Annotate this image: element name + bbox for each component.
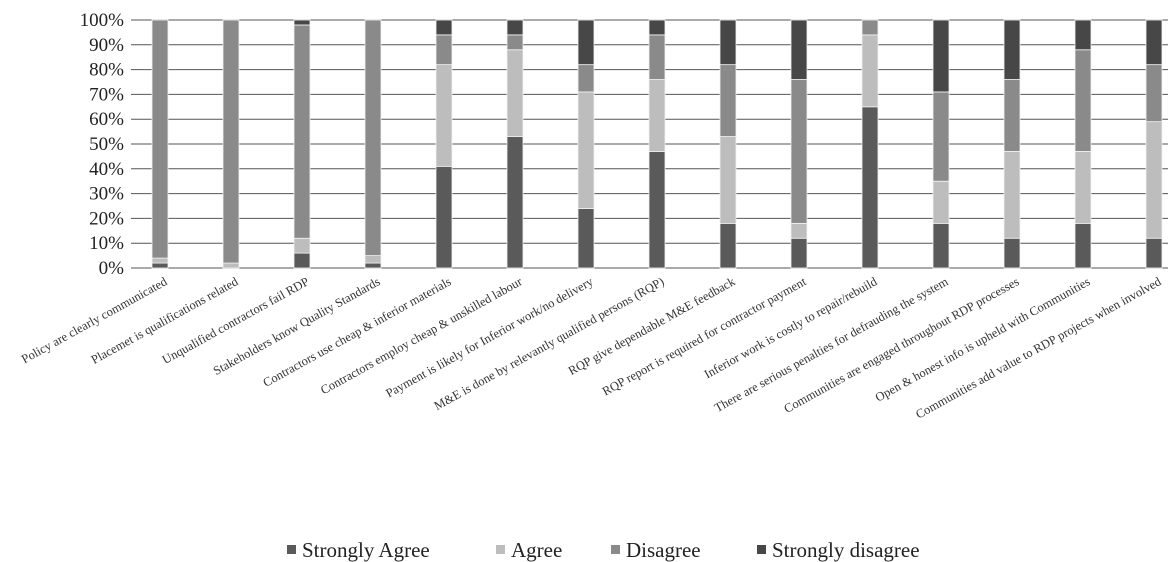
bar-stack [1074, 19, 1092, 269]
legend-label: Strongly disagree [772, 538, 920, 562]
bar-stack [648, 19, 666, 269]
bar-stack [1003, 19, 1021, 269]
bar-segment [1074, 19, 1092, 51]
bar-segment [790, 222, 808, 239]
bar-segment [435, 19, 453, 36]
bar-segment [293, 252, 311, 269]
bar-segment [222, 19, 240, 264]
y-tick-label: 90% [89, 35, 124, 56]
bar-segment [435, 64, 453, 167]
legend-label: Agree [511, 538, 562, 562]
bar-stack [364, 19, 382, 269]
bar-segment [719, 64, 737, 137]
bar-segment [293, 24, 311, 239]
bar-segment [577, 19, 595, 66]
y-tick-label: 40% [89, 159, 124, 180]
bar-segment [1003, 19, 1021, 80]
bar-segment [719, 19, 737, 66]
bar-segment [1003, 237, 1021, 269]
bar-segment [364, 262, 382, 269]
bar-stack [222, 19, 240, 269]
bar-segment [577, 91, 595, 209]
x-tick-label: Communities add value to RDP projects wh… [913, 274, 1164, 422]
bar-stack [506, 19, 524, 269]
bar-stack [861, 19, 879, 269]
bar-stack [719, 19, 737, 269]
legend-swatch [496, 545, 505, 554]
bar-segment [648, 79, 666, 152]
y-tick-label: 70% [89, 84, 124, 105]
y-tick-label: 100% [80, 10, 125, 31]
bar-segment [577, 64, 595, 93]
y-tick-label: 20% [89, 208, 124, 229]
bar-segment [1074, 49, 1092, 152]
x-axis-category-labels: Policy are clearly communicatedPlacemet … [19, 274, 1164, 422]
legend-label: Strongly Agree [302, 538, 430, 562]
y-tick-label: 0% [99, 258, 125, 279]
y-tick-label: 50% [89, 134, 124, 155]
bar-stack [1145, 19, 1163, 269]
bar-segment [1074, 222, 1092, 269]
bar-segment [364, 19, 382, 257]
legend-label: Disagree [626, 538, 701, 562]
bar-segment [1003, 79, 1021, 152]
bar-segment [648, 19, 666, 36]
legend-swatch [611, 545, 620, 554]
bar-segment [506, 136, 524, 269]
bar-segment [1145, 64, 1163, 123]
bar-stacks [151, 19, 1163, 269]
bar-segment [506, 49, 524, 137]
bar-segment [435, 34, 453, 66]
bar-segment [719, 222, 737, 269]
bar-stack [151, 19, 169, 269]
bar-segment [1145, 121, 1163, 239]
bar-segment [364, 255, 382, 264]
bar-segment [790, 237, 808, 269]
bar-segment [1145, 19, 1163, 66]
bar-segment [790, 79, 808, 224]
bar-segment [506, 34, 524, 51]
y-tick-label: 80% [89, 60, 124, 81]
bar-segment [719, 136, 737, 224]
bar-segment [435, 165, 453, 269]
bar-segment [222, 262, 240, 269]
bar-stack [293, 19, 311, 269]
bar-segment [1145, 237, 1163, 269]
bar-segment [790, 19, 808, 80]
bar-segment [293, 19, 311, 26]
bar-segment [648, 34, 666, 80]
bar-segment [932, 19, 950, 93]
y-axis-tick-labels: 0% 10% 20% 30% 40% 50% 60% 70% 80% 90% 100% [80, 10, 125, 279]
bar-segment [932, 91, 950, 182]
bar-segment [506, 19, 524, 36]
bar-segment [861, 34, 879, 108]
bar-stack [435, 19, 453, 269]
y-tick-label: 60% [89, 109, 124, 130]
bar-segment [151, 262, 169, 269]
legend: Strongly Agree Agree Disagree Strongly disa… [287, 538, 920, 562]
bar-segment [577, 208, 595, 269]
y-tick-label: 10% [89, 233, 124, 254]
bar-stack [790, 19, 808, 269]
bar-stack [577, 19, 595, 269]
bar-stack [932, 19, 950, 269]
legend-swatch [287, 545, 296, 554]
bar-segment [932, 222, 950, 269]
bar-segment [861, 19, 879, 36]
bar-segment [932, 180, 950, 224]
bar-segment [1003, 151, 1021, 239]
bar-segment [861, 106, 879, 269]
bar-segment [151, 257, 169, 264]
y-tick-label: 30% [89, 184, 124, 205]
bar-segment [293, 237, 311, 254]
legend-swatch [757, 545, 766, 554]
bar-segment [151, 19, 169, 259]
bar-segment [648, 151, 666, 269]
bar-segment [1074, 151, 1092, 224]
